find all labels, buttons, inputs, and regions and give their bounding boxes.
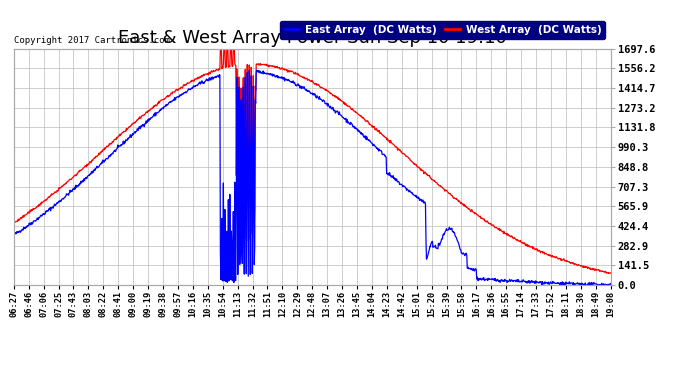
Text: Copyright 2017 Cartronics.com: Copyright 2017 Cartronics.com [14,36,170,45]
Title: East & West Array Power Sun Sep 10 19:10: East & West Array Power Sun Sep 10 19:10 [118,29,506,47]
Legend: East Array  (DC Watts), West Array  (DC Watts): East Array (DC Watts), West Array (DC Wa… [279,21,605,39]
